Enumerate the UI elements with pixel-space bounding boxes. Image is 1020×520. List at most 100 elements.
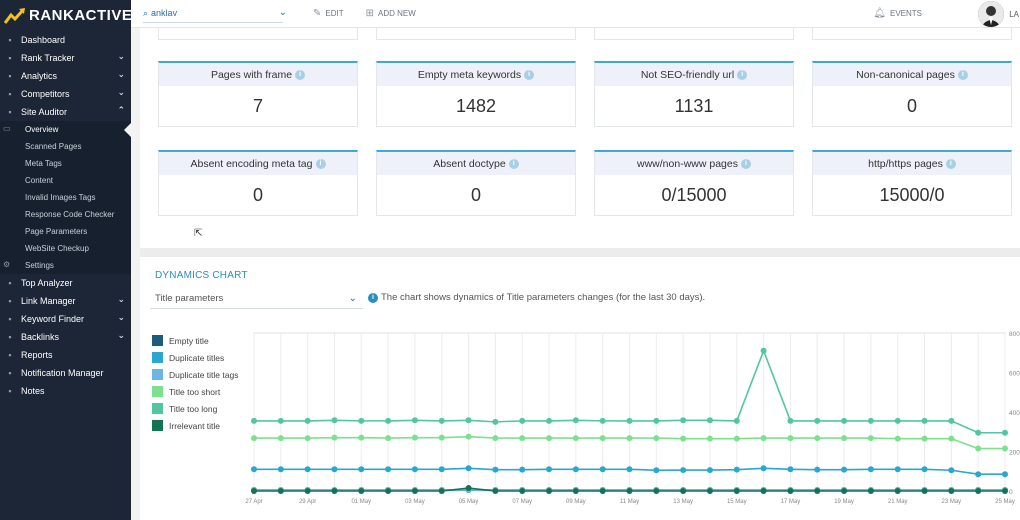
series-point[interactable]	[331, 434, 338, 441]
info-icon[interactable]: i	[508, 158, 519, 169]
series-point[interactable]	[680, 417, 687, 424]
series-point[interactable]	[438, 466, 445, 473]
series-point[interactable]	[519, 466, 526, 473]
series-point[interactable]	[921, 488, 928, 494]
series-point[interactable]	[304, 435, 311, 442]
series-point[interactable]	[519, 488, 526, 494]
series-point[interactable]	[841, 435, 848, 442]
series-point[interactable]	[626, 417, 633, 424]
series-point[interactable]	[277, 435, 284, 442]
series-point[interactable]	[572, 488, 579, 494]
series-point[interactable]	[1002, 471, 1008, 478]
series-point[interactable]	[626, 435, 633, 442]
sidebar-subitem-scanned-pages[interactable]: Scanned Pages	[0, 138, 131, 155]
series-point[interactable]	[385, 417, 392, 424]
series-point[interactable]	[546, 466, 553, 473]
series-point[interactable]	[733, 417, 740, 424]
series-point[interactable]	[572, 466, 579, 473]
series-point[interactable]	[760, 465, 767, 472]
series-point[interactable]	[331, 466, 338, 473]
series-point[interactable]	[706, 435, 713, 442]
sidebar-item-link-manager[interactable]: ▪ Link Manager ⌄	[0, 292, 131, 310]
series-point[interactable]	[304, 488, 311, 494]
sidebar-item-competitors[interactable]: ▪ Competitors ⌄	[0, 85, 131, 103]
sidebar-item-backlinks[interactable]: ▪ Backlinks ⌄	[0, 328, 131, 346]
series-point[interactable]	[277, 466, 284, 473]
series-point[interactable]	[680, 435, 687, 442]
sidebar-subitem-website-checkup[interactable]: WebSite Checkup	[0, 240, 131, 257]
series-point[interactable]	[277, 417, 284, 424]
series-point[interactable]	[358, 434, 365, 441]
series-point[interactable]	[653, 467, 660, 474]
series-point[interactable]	[519, 417, 526, 424]
sidebar-subitem-page-parameters[interactable]: Page Parameters	[0, 223, 131, 240]
sidebar-item-rank-tracker[interactable]: ▪ Rank Tracker ⌄	[0, 49, 131, 67]
series-point[interactable]	[546, 417, 553, 424]
sidebar-item-reports[interactable]: ▪ Reports	[0, 346, 131, 364]
series-point[interactable]	[385, 488, 392, 494]
series-point[interactable]	[653, 435, 660, 442]
info-icon[interactable]: i	[524, 69, 535, 80]
series-point[interactable]	[438, 417, 445, 424]
sidebar-subitem-meta-tags[interactable]: Meta Tags	[0, 155, 131, 172]
sidebar-item-notes[interactable]: ▪ Notes	[0, 382, 131, 400]
series-point[interactable]	[680, 467, 687, 474]
info-icon[interactable]: i	[315, 158, 326, 169]
series-point[interactable]	[680, 488, 687, 494]
series-point[interactable]	[894, 435, 901, 442]
series-point[interactable]	[867, 417, 874, 424]
series-point[interactable]	[867, 466, 874, 473]
series-point[interactable]	[251, 417, 257, 424]
series-point[interactable]	[867, 488, 874, 494]
series-point[interactable]	[626, 466, 633, 473]
sidebar-subitem-overview[interactable]: ▭ Overview	[0, 121, 131, 138]
series-point[interactable]	[385, 435, 392, 442]
series-point[interactable]	[948, 417, 955, 424]
legend-item[interactable]: Title too short	[152, 383, 238, 400]
series-point[interactable]	[465, 417, 472, 424]
info-icon[interactable]: i	[295, 69, 306, 80]
sidebar-item-site-auditor[interactable]: ▪ Site Auditor ⌃	[0, 103, 131, 121]
sidebar-subitem-settings[interactable]: ⚙ Settings	[0, 257, 131, 274]
series-point[interactable]	[1002, 445, 1008, 452]
series-point[interactable]	[787, 466, 794, 473]
series-point[interactable]	[841, 417, 848, 424]
series-point[interactable]	[411, 434, 418, 441]
sidebar-subitem-content[interactable]: Content	[0, 172, 131, 189]
series-point[interactable]	[867, 435, 874, 442]
series-point[interactable]	[438, 434, 445, 441]
series-point[interactable]	[599, 466, 606, 473]
series-point[interactable]	[814, 466, 821, 473]
series-point[interactable]	[814, 435, 821, 442]
series-point[interactable]	[894, 466, 901, 473]
sidebar-item-dashboard[interactable]: ▪ Dashboard	[0, 31, 131, 49]
series-point[interactable]	[1002, 488, 1008, 494]
sidebar-item-notification-manager[interactable]: ▪ Notification Manager	[0, 364, 131, 382]
legend-item[interactable]: Duplicate titles	[152, 349, 238, 366]
series-point[interactable]	[894, 417, 901, 424]
series-point[interactable]	[385, 466, 392, 473]
series-point[interactable]	[251, 466, 257, 473]
series-point[interactable]	[465, 485, 472, 492]
sidebar-subitem-response-code-checker[interactable]: Response Code Checker	[0, 206, 131, 223]
avatar[interactable]	[978, 1, 1004, 27]
series-point[interactable]	[841, 466, 848, 473]
series-point[interactable]	[1002, 429, 1008, 436]
series-point[interactable]	[546, 435, 553, 442]
series-point[interactable]	[465, 465, 472, 472]
series-point[interactable]	[814, 488, 821, 494]
series-point[interactable]	[733, 435, 740, 442]
series-point[interactable]	[492, 466, 499, 473]
info-icon[interactable]: i	[957, 69, 968, 80]
series-point[interactable]	[948, 435, 955, 442]
series-point[interactable]	[411, 488, 418, 494]
series-point[interactable]	[760, 347, 767, 354]
brand-logo[interactable]: RANKACTIVE	[0, 0, 132, 31]
info-icon[interactable]: i	[945, 158, 956, 169]
legend-item[interactable]: Empty title	[152, 332, 238, 349]
series-point[interactable]	[921, 417, 928, 424]
series-point[interactable]	[653, 488, 660, 494]
series-point[interactable]	[733, 488, 740, 494]
series-point[interactable]	[975, 445, 982, 452]
series-point[interactable]	[358, 466, 365, 473]
